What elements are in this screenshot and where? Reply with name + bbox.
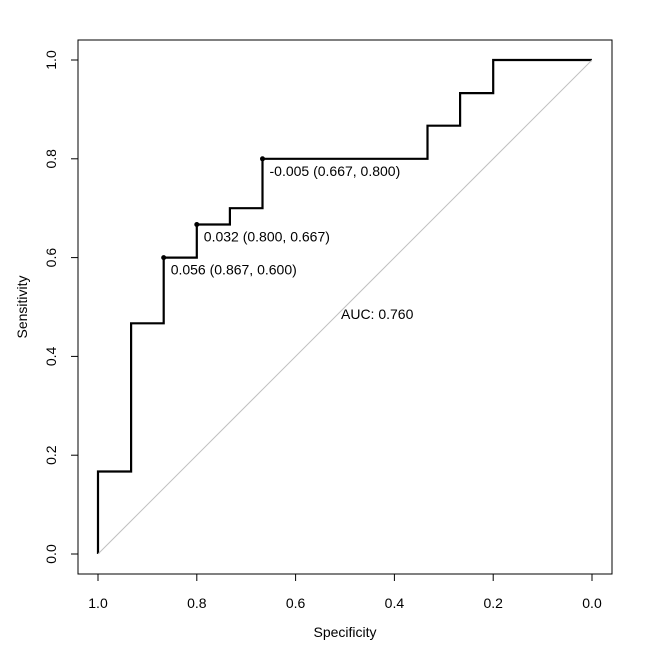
annotations: AUC: 0.760 (341, 306, 414, 322)
x-tick-label: 0.0 (582, 595, 602, 611)
y-tick-label: 1.0 (43, 50, 59, 70)
threshold-point (194, 222, 200, 228)
y-tick-label: 0.2 (43, 445, 59, 465)
x-tick-label: 0.4 (385, 595, 405, 611)
series-layer (96, 58, 593, 555)
y-tick-label: 0.8 (43, 149, 59, 169)
threshold-label: 0.032 (0.800, 0.667) (204, 229, 330, 245)
x-tick-label: 0.6 (286, 595, 306, 611)
auc-label: AUC: 0.760 (341, 306, 414, 322)
threshold-points: 0.056 (0.867, 0.600) 0.032 (0.800, 0.667)… (161, 156, 401, 278)
diagonal-reference-line (97, 59, 593, 555)
roc-curve-line (96, 58, 592, 554)
threshold-label: -0.005 (0.667, 0.800) (270, 163, 401, 179)
y-tick-label: 0.0 (43, 544, 59, 564)
y-tick-label: 0.4 (43, 346, 59, 366)
threshold-label: 0.056 (0.867, 0.600) (171, 262, 297, 278)
threshold-point (161, 255, 167, 261)
threshold-point (260, 156, 266, 162)
x-axis: 1.0 0.8 0.6 0.4 0.2 0.0 (88, 573, 602, 611)
y-axis: 0.0 0.2 0.4 0.6 0.8 1.0 (43, 50, 79, 564)
y-axis-title: Sensitivity (14, 275, 30, 338)
y-tick-label: 0.6 (43, 248, 59, 268)
x-tick-label: 0.2 (483, 595, 503, 611)
x-tick-label: 1.0 (88, 595, 108, 611)
x-axis-title: Specificity (313, 624, 376, 640)
x-tick-label: 0.8 (187, 595, 207, 611)
